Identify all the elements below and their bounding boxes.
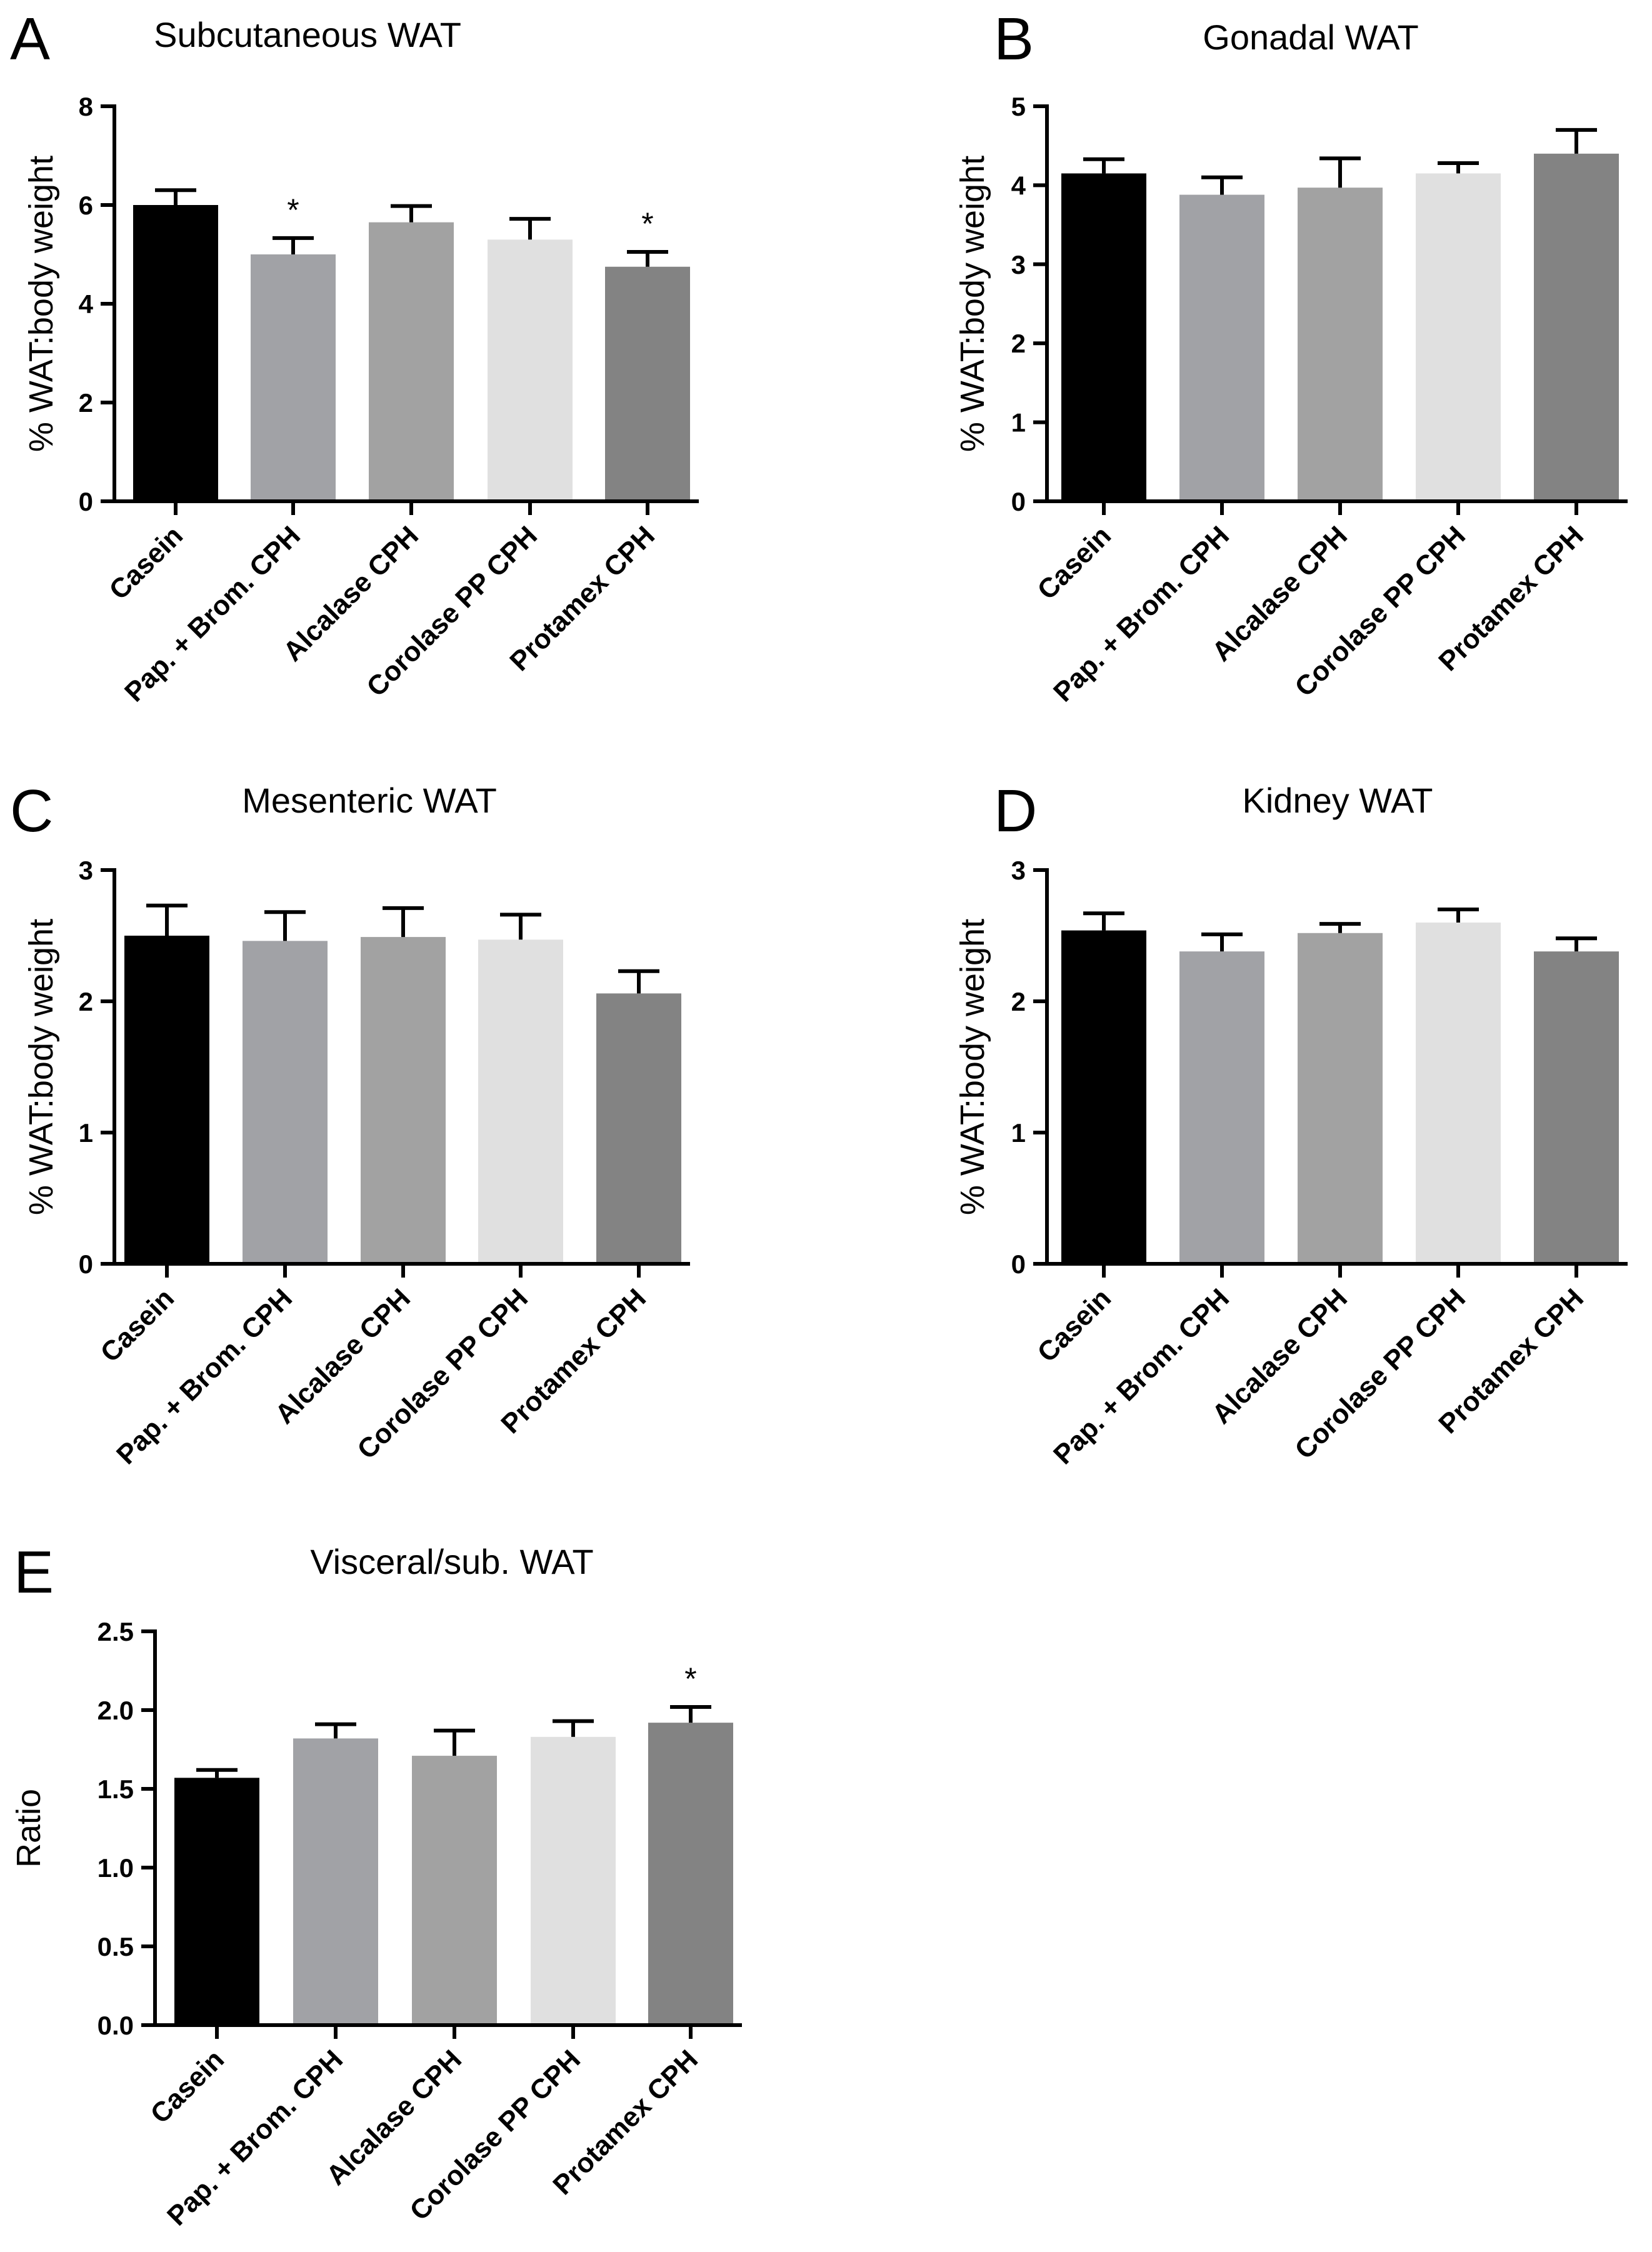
- y-tick-label: 2: [1011, 329, 1026, 358]
- x-tick-label: Casein: [103, 520, 189, 606]
- chart-title: Mesenteric WAT: [242, 781, 497, 820]
- bar-3: [1298, 188, 1383, 501]
- panel-letter: D: [994, 778, 1037, 844]
- chart-title: Gonadal WAT: [1203, 18, 1418, 57]
- panel-letter: C: [10, 778, 53, 844]
- bar-2: [293, 1738, 378, 2025]
- y-axis-label: % WAT:body weight: [23, 156, 60, 452]
- y-tick-label: 2.0: [98, 1696, 134, 1725]
- panel-b: B Gonadal WAT % WAT:body weight 0 1 2 3 4 5 Casei…: [954, 6, 1628, 708]
- y-tick-label: 6: [79, 191, 93, 220]
- bar-2: [1179, 194, 1264, 501]
- bar-4: [488, 239, 573, 501]
- bar-3: [412, 1756, 497, 2025]
- bar-5: [1534, 951, 1619, 1264]
- bar-4: [1416, 173, 1501, 501]
- bar-5: [1534, 153, 1619, 502]
- y-tick-label: 8: [79, 92, 93, 121]
- y-tick-label: 0.5: [98, 1932, 134, 1961]
- y-tick-label: 4: [79, 289, 94, 319]
- panel-letter: B: [994, 6, 1034, 73]
- y-tick-label: 1: [79, 1118, 93, 1148]
- y-tick-label: 1.0: [98, 1853, 134, 1883]
- bar-4: [478, 939, 563, 1264]
- y-tick-label: 2: [79, 388, 93, 418]
- chart-title: Subcutaneous WAT: [154, 15, 461, 54]
- bar-3: [1298, 933, 1383, 1264]
- bar-5: [605, 266, 690, 501]
- x-tick-label: Casein: [1031, 520, 1117, 606]
- bar-2: [243, 941, 328, 1264]
- panel-d: D Kidney WAT% WAT:body weight0123CaseinPa…: [954, 778, 1628, 1470]
- bar-4: [1416, 923, 1501, 1264]
- bar-1: [174, 1778, 259, 2025]
- x-tick-label: Casein: [144, 2044, 230, 2129]
- y-axis-label: % WAT:body weight: [954, 156, 991, 452]
- bar-3: [369, 222, 454, 501]
- y-tick-label: 0: [1011, 1249, 1026, 1279]
- y-tick-label: 0: [79, 1249, 93, 1279]
- y-tick-label: 3: [79, 856, 93, 885]
- chart-title: Kidney WAT: [1243, 781, 1433, 820]
- bar-4: [531, 1736, 616, 2025]
- bar-5: [596, 993, 681, 1264]
- bar-2: [251, 254, 336, 501]
- panel-a: A Subcutaneous WAT % WAT:body weight * * 0 2 4 6…: [10, 6, 699, 708]
- bar-1: [133, 205, 218, 501]
- y-tick-label: 3: [1011, 250, 1026, 279]
- panel-letter: E: [14, 1539, 54, 1606]
- significance-marker: *: [684, 1661, 696, 1696]
- bar-1: [1061, 930, 1146, 1264]
- significance-marker: *: [641, 206, 653, 241]
- y-tick-label: 2.5: [98, 1617, 134, 1646]
- y-tick-label: 1: [1011, 408, 1026, 438]
- y-tick-label: 0: [1011, 487, 1026, 516]
- bar-1: [1061, 173, 1146, 501]
- bar-2: [1179, 951, 1264, 1264]
- y-tick-label: 2: [1011, 987, 1026, 1016]
- bar-3: [361, 937, 446, 1264]
- y-tick-label: 4: [1011, 171, 1026, 200]
- x-tick-label: Casein: [94, 1283, 180, 1368]
- y-tick-label: 1.5: [98, 1774, 134, 1804]
- y-tick-label: 3: [1011, 856, 1026, 885]
- y-axis-label: % WAT:body weight: [23, 919, 60, 1215]
- panel-c: C Mesenteric WAT % WAT:body weight 0 1 2 3 Case…: [10, 778, 690, 1470]
- y-tick-label: 1: [1011, 1118, 1026, 1148]
- x-tick-label: Casein: [1031, 1283, 1117, 1368]
- bar-1: [124, 936, 209, 1264]
- y-axis-label: Ratio: [10, 1789, 48, 1868]
- significance-marker: *: [287, 193, 299, 228]
- y-tick-label: 0: [79, 487, 93, 516]
- y-tick-label: 0.0: [98, 2011, 134, 2040]
- chart-title: Visceral/sub. WAT: [310, 1542, 593, 1581]
- y-axis-label: % WAT:body weight: [954, 919, 991, 1215]
- bar-5: [648, 1723, 733, 2025]
- y-tick-label: 2: [79, 987, 93, 1016]
- y-tick-label: 5: [1011, 92, 1026, 121]
- panel-letter: A: [10, 6, 50, 73]
- panel-e: E Visceral/sub. WAT Ratio * 0.0 0.5 1.0 1.5 2.0 2…: [10, 1539, 742, 2231]
